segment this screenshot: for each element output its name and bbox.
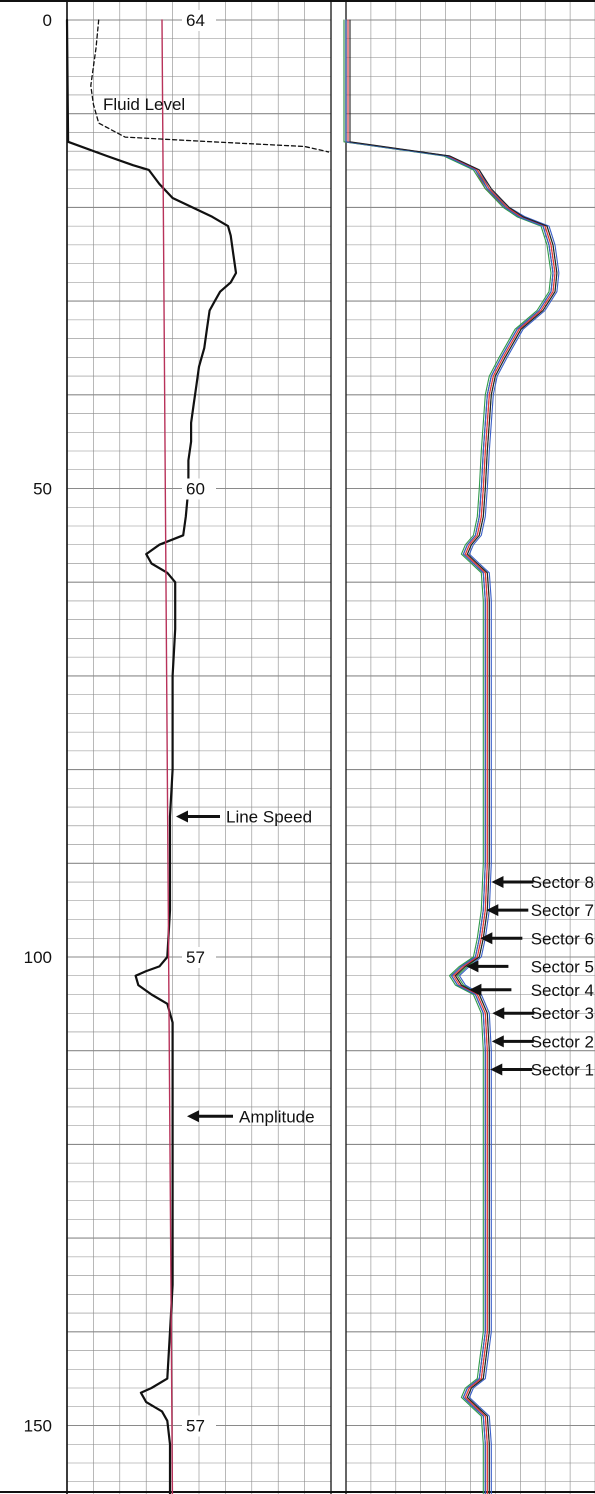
line-speed-curve [161,19,174,1494]
grid [66,0,595,1494]
depth-tick-label: 50 [33,480,52,499]
amplitude-curve [65,18,238,1494]
sector-5-label: Sector 5 [531,957,594,976]
sector-3-arrow-head [492,1007,505,1020]
annotation-backdrop [182,947,216,968]
fluid-level-tail [325,150,330,153]
annotation-backdrop [182,1415,216,1437]
depth-tick-label: 0 [43,11,52,30]
sector-3-curve [347,19,560,1494]
sector-2-label: Sector 2 [531,1032,594,1051]
series-curves [65,18,560,1494]
sector-6-label: Sector 6 [531,929,594,948]
sector-7-label: Sector 7 [531,901,594,920]
sector-1-arrow-head [490,1063,503,1076]
sector-5-arrow-head [466,960,479,973]
fluid-level-curve [90,19,327,152]
track-annotation: 57 [186,1417,205,1436]
track-annotation: 60 [186,480,205,499]
annotation-backdrop [182,10,216,31]
chart-labels: 0 50 100 150 64 60 57 57 Fluid Level Line Speed Am… [24,10,594,1437]
sector-8-arrow-head [491,876,504,889]
sector-3-label: Sector 3 [531,1004,594,1023]
depth-tick-label: 100 [24,948,52,967]
track-annotation: 57 [186,948,205,967]
annotation-backdrop [182,478,216,500]
amplitude-label: Amplitude [239,1107,315,1126]
sector-8-label: Sector 8 [531,873,594,892]
track-annotation: 64 [186,11,205,30]
line-speed-label: Line Speed [226,807,312,826]
sector-6-curve [343,19,552,1494]
sector-4-label: Sector 4 [531,981,594,1000]
sector-4-arrow-head [469,983,482,996]
sector-2-arrow-head [491,1035,504,1048]
fluid-level-label: Fluid Level [103,95,185,114]
line-speed-arrow-head [176,810,188,823]
depth-tick-label: 150 [24,1417,52,1436]
sector-7-arrow-head [486,904,499,917]
sector-8-curve [349,19,558,1494]
sector-5-curve [347,19,556,1494]
amplitude-arrow-head [187,1110,199,1123]
sector-7-curve [345,19,554,1494]
sector-1-label: Sector 1 [531,1060,594,1079]
sector-6-arrow-head [480,932,493,945]
